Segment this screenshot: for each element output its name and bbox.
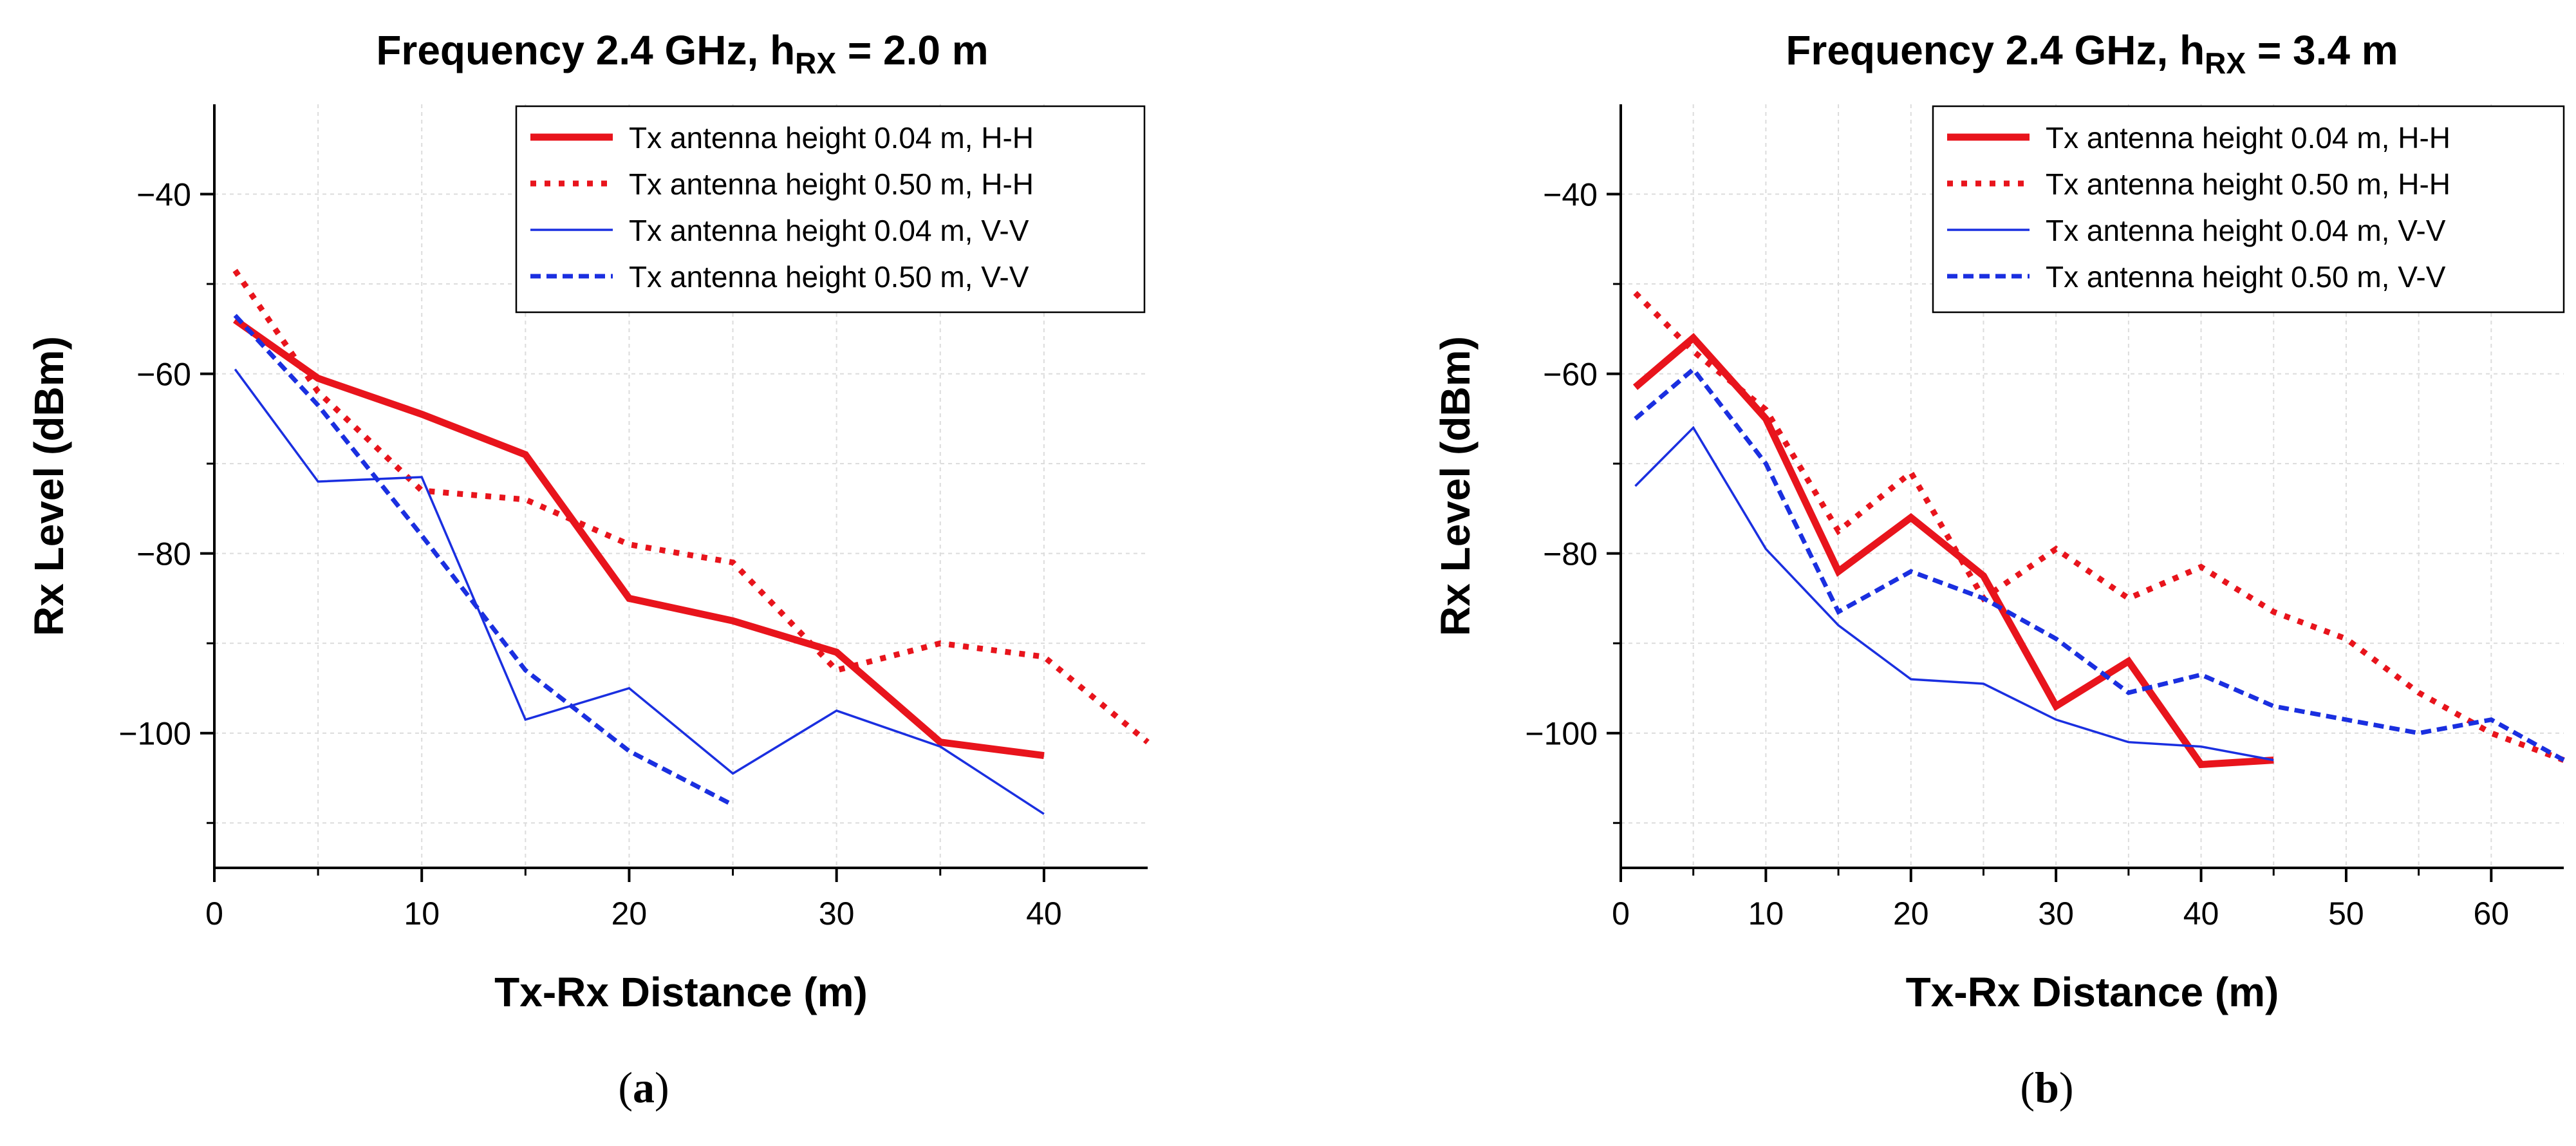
y-tick-label: −100 [1525, 716, 1598, 752]
y-tick-label: −80 [136, 536, 191, 572]
y-axis-title: Rx Level (dBm) [26, 336, 72, 636]
panel-label: (a) [618, 1063, 669, 1112]
legend-box [1932, 105, 2565, 314]
legend-label-1: Tx antenna height 0.04 m, H-H [629, 121, 1034, 155]
x-tick-label: 40 [2183, 896, 2219, 932]
legend-label-3: Tx antenna height 0.04 m, V-V [2046, 214, 2446, 247]
x-tick-label: 60 [2473, 896, 2509, 932]
chart-title: Frequency 2.4 GHz, hRX = 3.4 m [1786, 27, 2398, 80]
x-tick-label: 40 [1026, 896, 1062, 932]
legend-box [515, 105, 1146, 314]
series-line-3 [1634, 426, 2274, 762]
x-tick-label: 10 [1748, 896, 1784, 932]
legend: Tx antenna height 0.04 m, H-H Tx antenna … [1932, 105, 2565, 314]
y-tick-label: −40 [1543, 177, 1598, 213]
series-line-4 [1634, 366, 2565, 762]
series-line-3 [234, 368, 1045, 815]
series-line-2 [232, 268, 1150, 745]
legend-label-3: Tx antenna height 0.04 m, V-V [629, 214, 1029, 247]
x-tick-label: 20 [611, 896, 648, 932]
legend-label-4: Tx antenna height 0.50 m, V-V [629, 260, 1029, 294]
x-axis-title: Tx-Rx Distance (m) [1906, 969, 2279, 1015]
x-tick-label: 50 [2328, 896, 2364, 932]
x-tick-label: 20 [1893, 896, 1929, 932]
legend-label-1: Tx antenna height 0.04 m, H-H [2046, 121, 2450, 155]
legend: Tx antenna height 0.04 m, H-H Tx antenna … [515, 105, 1146, 314]
series-line-2 [1633, 290, 2565, 763]
y-tick-label: −100 [118, 716, 191, 752]
legend-label-2: Tx antenna height 0.50 m, H-H [2046, 167, 2450, 201]
x-tick-label: 0 [1612, 896, 1630, 932]
y-tick-label: −40 [136, 177, 191, 213]
y-tick-label: −60 [136, 357, 191, 393]
x-axis-title: Tx-Rx Distance (m) [494, 969, 868, 1015]
y-tick-label: −60 [1543, 357, 1598, 393]
x-tick-label: 0 [205, 896, 223, 932]
x-tick-label: 10 [404, 896, 440, 932]
x-tick-label: 30 [2038, 896, 2074, 932]
y-tick-label: −80 [1543, 536, 1598, 572]
panel-label: (b) [2020, 1063, 2073, 1112]
chart-panel-a: 0 10 20 30 40 −40 −60 −80 −100 Frequency 2.4 GHz,… [26, 27, 1150, 1112]
series-line-1 [233, 317, 1045, 760]
legend-label-4: Tx antenna height 0.50 m, V-V [2046, 260, 2446, 294]
legend-label-2: Tx antenna height 0.50 m, H-H [629, 167, 1034, 201]
chart-title: Frequency 2.4 GHz, hRX = 2.0 m [376, 27, 988, 80]
series-line-4 [233, 314, 734, 807]
y-axis-title: Rx Level (dBm) [1432, 336, 1479, 636]
x-tick-label: 30 [819, 896, 855, 932]
chart-panel-b: 0 10 20 30 40 50 60 −40 −60 −80 −100 Frequency 2.4 … [1432, 27, 2565, 1112]
